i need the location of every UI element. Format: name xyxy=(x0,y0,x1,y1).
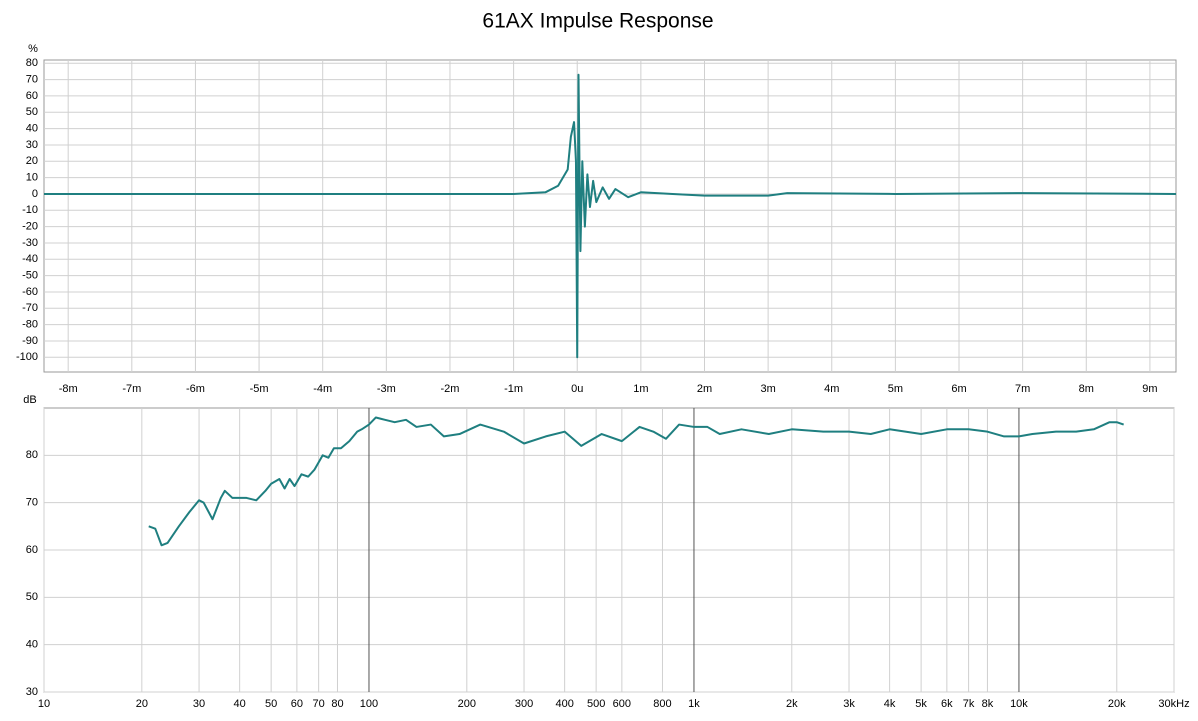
plot-area xyxy=(43,59,1177,373)
x-tick-label: -8m xyxy=(59,383,78,395)
x-tick-label: 30 xyxy=(193,698,205,710)
x-tick-label: 5m xyxy=(888,383,903,395)
x-tick-label: 800 xyxy=(653,698,671,710)
y-tick-label: 30 xyxy=(26,686,38,698)
y-tick-label: 70 xyxy=(26,497,38,509)
x-tick-label: -2m xyxy=(440,383,459,395)
x-tick-label: 1k xyxy=(688,698,700,710)
x-tick-label: 10k xyxy=(1010,698,1028,710)
x-tick-label: 50 xyxy=(265,698,277,710)
x-tick-label: 20k xyxy=(1108,698,1126,710)
y-tick-label: 50 xyxy=(26,591,38,603)
y-tick-label: 50 xyxy=(26,106,38,118)
x-tick-label: 5k xyxy=(915,698,927,710)
y-tick-label: -10 xyxy=(22,204,38,216)
x-tick-label: 6k xyxy=(941,698,953,710)
x-tick-label: 400 xyxy=(555,698,573,710)
y-tick-label: -90 xyxy=(22,335,38,347)
y-tick-label: 20 xyxy=(26,155,38,167)
x-tick-label: 2k xyxy=(786,698,798,710)
y-tick-label: 10 xyxy=(26,172,38,184)
x-tick-label: 60 xyxy=(291,698,303,710)
x-tick-label: 20 xyxy=(136,698,148,710)
x-tick-label: 6m xyxy=(951,383,966,395)
x-tick-label: 100 xyxy=(360,698,378,710)
x-tick-label: -7m xyxy=(122,383,141,395)
y-tick-label: 40 xyxy=(26,123,38,135)
x-tick-label: 300 xyxy=(515,698,533,710)
x-tick-label: 7m xyxy=(1015,383,1030,395)
x-tick-label: 0u xyxy=(571,383,583,395)
x-tick-label: -6m xyxy=(186,383,205,395)
x-tick-label: 3k xyxy=(843,698,855,710)
x-tick-label: 4m xyxy=(824,383,839,395)
x-tick-label: 200 xyxy=(458,698,476,710)
x-tick-label: 600 xyxy=(613,698,631,710)
data-line xyxy=(148,416,1124,547)
y-tick-label: 0 xyxy=(32,188,38,200)
x-tick-label: 3m xyxy=(760,383,775,395)
y-tick-label: 70 xyxy=(26,74,38,86)
y-tick-label: 60 xyxy=(26,544,38,556)
y-tick-label: -40 xyxy=(22,253,38,265)
chart-title: 61AX Impulse Response xyxy=(482,10,713,33)
y-tick-label: -70 xyxy=(22,302,38,314)
x-tick-label: 40 xyxy=(234,698,246,710)
x-tick-label: 4k xyxy=(884,698,896,710)
y-tick-label: -50 xyxy=(22,270,38,282)
x-tick-label: 2m xyxy=(697,383,712,395)
y-axis-unit: % xyxy=(28,43,38,55)
x-tick-label: 7k xyxy=(963,698,975,710)
x-tick-label: 1m xyxy=(633,383,648,395)
y-tick-label: -80 xyxy=(22,319,38,331)
y-tick-label: 80 xyxy=(26,449,38,461)
x-tick-label: 70 xyxy=(313,698,325,710)
data-line xyxy=(44,73,1177,359)
y-tick-label: -30 xyxy=(22,237,38,249)
y-tick-label: 80 xyxy=(26,57,38,69)
x-tick-label: 80 xyxy=(331,698,343,710)
y-tick-label: 30 xyxy=(26,139,38,151)
x-tick-label: -3m xyxy=(377,383,396,395)
x-tick-label: -4m xyxy=(313,383,332,395)
y-axis-unit: dB xyxy=(23,394,36,406)
y-tick-label: 40 xyxy=(26,639,38,651)
y-tick-label: 60 xyxy=(26,90,38,102)
y-tick-label: -20 xyxy=(22,221,38,233)
x-tick-label: 30kHz xyxy=(1158,698,1189,710)
y-tick-label: -100 xyxy=(16,351,38,363)
x-tick-label: 8m xyxy=(1079,383,1094,395)
x-tick-label: 8k xyxy=(982,698,994,710)
x-tick-label: 10 xyxy=(38,698,50,710)
y-tick-label: -60 xyxy=(22,286,38,298)
x-tick-label: 500 xyxy=(587,698,605,710)
x-tick-label: 9m xyxy=(1142,383,1157,395)
x-tick-label: -5m xyxy=(250,383,269,395)
x-tick-label: -1m xyxy=(504,383,523,395)
